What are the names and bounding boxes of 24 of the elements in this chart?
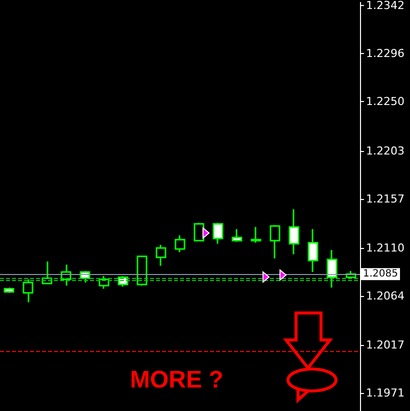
y-tick-label: 1.2017 bbox=[366, 338, 404, 352]
candlestick bbox=[308, 228, 318, 273]
y-tick-label: 1.2157 bbox=[366, 192, 404, 206]
y-tick-label: 1.2110 bbox=[366, 241, 404, 254]
candlestick bbox=[288, 208, 300, 255]
candlestick bbox=[156, 244, 166, 266]
annotation: MORE ? bbox=[130, 366, 224, 394]
candlestick bbox=[232, 228, 242, 242]
candlestick bbox=[212, 222, 224, 245]
candlestick bbox=[326, 249, 338, 288]
candlestick bbox=[98, 275, 110, 290]
y-tick-label: 1.1971 bbox=[366, 386, 404, 400]
candlestick bbox=[22, 278, 34, 304]
y-tick-label: 1.2203 bbox=[366, 144, 404, 158]
candlestick bbox=[270, 224, 280, 260]
y-tick-label: 1.2064 bbox=[366, 290, 404, 303]
y-tick-label: 1.2296 bbox=[366, 47, 404, 60]
candlestick bbox=[136, 256, 148, 286]
ref-line-label: 1.2085 bbox=[363, 268, 398, 280]
y-tick-label: 1.2342 bbox=[366, 0, 404, 12]
candlestick bbox=[250, 226, 262, 244]
y-tick-label: 1.2250 bbox=[366, 95, 404, 108]
candlestick bbox=[174, 234, 186, 253]
candlestick bbox=[4, 286, 14, 294]
